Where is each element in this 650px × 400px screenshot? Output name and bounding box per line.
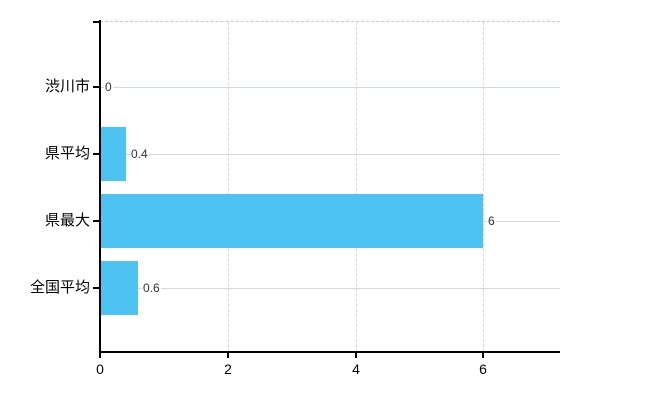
y-axis-line [99, 20, 101, 353]
value-label: 0.4 [130, 147, 149, 161]
x-tick-label: 4 [352, 361, 360, 377]
vertical-gridline [483, 22, 484, 352]
horizontal-gridline [100, 87, 560, 88]
x-axis-tick [99, 352, 101, 358]
x-axis-tick [355, 352, 357, 358]
value-label: 6 [487, 214, 496, 228]
bar-3 [100, 261, 138, 315]
value-label: 0.6 [142, 281, 161, 295]
category-label: 県最大 [44, 212, 90, 229]
x-tick-label: 2 [224, 361, 232, 377]
y-axis-tick [93, 86, 100, 88]
x-axis-line [99, 351, 560, 353]
value-label: 0 [104, 80, 113, 94]
category-label: 渋川市 [44, 78, 90, 95]
plot-top-border [100, 21, 560, 22]
y-axis-tick [93, 220, 100, 222]
bar-1 [100, 127, 126, 181]
y-axis-tick [93, 153, 100, 155]
x-tick-label: 6 [479, 361, 487, 377]
x-axis-tick [482, 352, 484, 358]
horizontal-gridline [100, 288, 560, 289]
x-tick-label: 0 [96, 361, 104, 377]
horizontal-gridline [100, 154, 560, 155]
category-label: 県平均 [44, 145, 90, 162]
bar-2 [100, 194, 483, 248]
vertical-gridline [356, 22, 357, 352]
y-axis-tick [93, 287, 100, 289]
vertical-gridline [228, 22, 229, 352]
y-axis-top-tick [93, 21, 100, 23]
category-label: 全国平均 [29, 279, 90, 296]
x-axis-tick [227, 352, 229, 358]
